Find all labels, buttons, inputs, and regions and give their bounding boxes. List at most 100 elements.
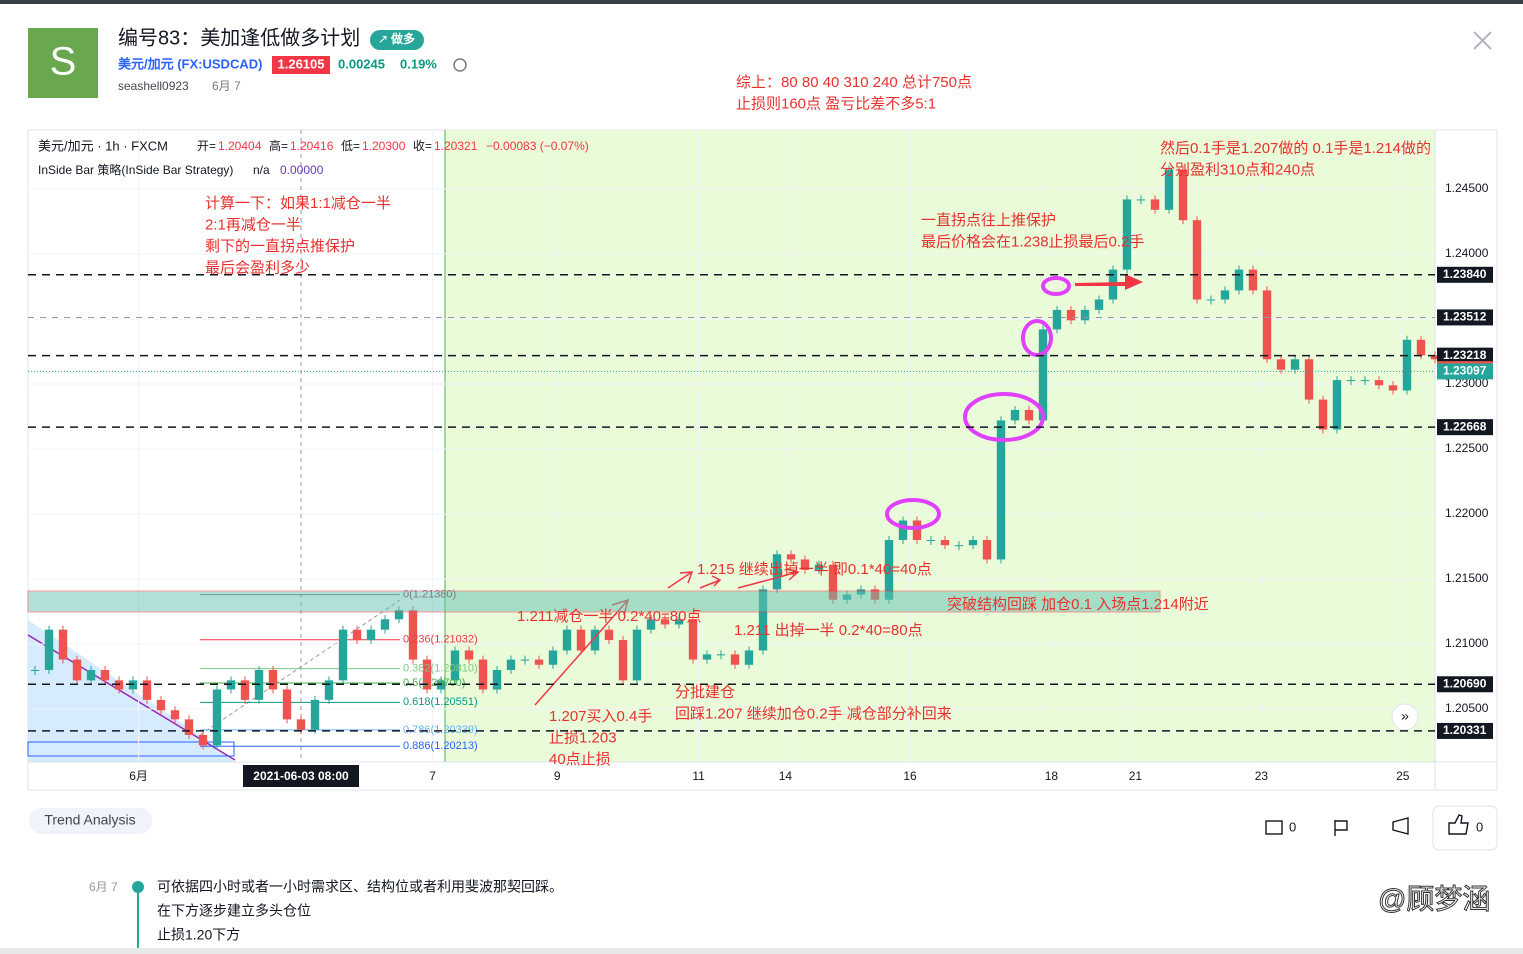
annotation: 突破结构回踩 加仓0.1 入场点1.214附近 — [947, 596, 1209, 613]
candle — [548, 650, 558, 665]
candle — [58, 629, 68, 660]
y-tick-label: 1.24500 — [1445, 181, 1489, 195]
legend-key: 高= — [269, 138, 288, 153]
candle — [1094, 299, 1104, 310]
fib-trend — [199, 599, 401, 736]
candle — [954, 545, 964, 547]
legend: 美元/加元 · 1h · FXCM 开= 1.20404 高= 1.20416 … — [38, 138, 589, 177]
price-level-label: 1.23512 — [1443, 310, 1487, 324]
crosshair-label: 2021-06-03 08:00 — [253, 769, 349, 783]
bottom-strip — [0, 948, 1523, 954]
candle — [520, 659, 530, 661]
candle — [1248, 269, 1258, 291]
symbol-link[interactable]: 美元/加元 (FX:USDCAD) — [118, 56, 262, 71]
annotation: 止损则160点 盈亏比差不多5:1 — [736, 95, 936, 112]
annotation: 2:1再减仓一半 — [205, 216, 301, 233]
candle — [1262, 290, 1272, 360]
timeline-date: 6月 7 — [89, 880, 118, 894]
candle — [800, 559, 810, 570]
candle — [1136, 199, 1146, 201]
candle — [310, 699, 320, 730]
candle — [100, 669, 110, 681]
highlight-ellipse — [885, 498, 941, 530]
scroll-button[interactable] — [1391, 703, 1419, 731]
like-button[interactable] — [1432, 805, 1498, 851]
author[interactable]: seashell0923 — [118, 79, 189, 93]
candle — [730, 654, 740, 665]
fib-label: 0.5(1.20700) — [403, 677, 465, 689]
avatar-letter: S — [50, 40, 77, 84]
candle — [1164, 169, 1174, 210]
candle — [1178, 169, 1188, 221]
y-tick-label: 1.24000 — [1445, 246, 1489, 260]
candle — [898, 520, 908, 540]
price: 1.26105 — [278, 56, 325, 71]
strategy-value: 0.00000 — [280, 163, 324, 177]
candle — [352, 629, 362, 641]
comment-icon[interactable] — [1265, 820, 1283, 835]
price-level-box — [1437, 722, 1493, 739]
candle — [1346, 380, 1356, 382]
crosshair-box — [243, 765, 359, 787]
legend-key: 收= — [413, 139, 432, 153]
y-tick-label: 1.21000 — [1445, 636, 1489, 650]
timeline-text: 可依据四小时或者一小时需求区、结构位或者利用斐波那契回踩。 — [157, 879, 563, 895]
annotation: 一直拐点往上推保护 — [921, 212, 1056, 229]
fib-label: 0.886(1.20213) — [403, 740, 478, 752]
legend-value: 1.20416 — [290, 139, 334, 153]
timeline-dot — [132, 881, 144, 893]
price-level-label: 1.20331 — [1443, 723, 1487, 737]
tag[interactable] — [29, 808, 152, 834]
candle — [408, 610, 418, 660]
candles — [30, 165, 1440, 750]
price-level-label: 1.22668 — [1443, 419, 1487, 433]
candle — [1276, 359, 1286, 370]
candle — [324, 680, 334, 700]
annotation: 分别盈利310点和240点 — [1160, 161, 1315, 178]
candle — [590, 629, 600, 651]
candle — [198, 734, 208, 746]
x-tick-label: 11 — [692, 769, 705, 783]
candle — [268, 669, 278, 690]
annotation: 剩下的一直拐点推保护 — [205, 238, 355, 255]
demand-zone — [28, 620, 235, 762]
candle — [1150, 199, 1160, 210]
candle — [72, 659, 82, 681]
candle — [926, 539, 936, 541]
candle — [604, 629, 614, 641]
candle — [940, 539, 950, 546]
candle — [1234, 269, 1244, 291]
candle — [492, 669, 502, 690]
breakout-zone — [27, 590, 1161, 613]
x-tick-label: 23 — [1255, 769, 1269, 783]
like-icon — [1448, 814, 1469, 835]
candle — [758, 589, 768, 651]
flag-icon[interactable] — [1334, 820, 1348, 836]
y-tick-label: 1.23000 — [1445, 376, 1489, 390]
price-level-box — [1437, 309, 1493, 326]
candle — [996, 420, 1006, 560]
candle — [184, 719, 194, 735]
candle — [1360, 380, 1370, 382]
candle — [1024, 409, 1034, 421]
share-icon[interactable] — [1392, 817, 1409, 835]
avatar[interactable] — [28, 28, 98, 98]
annotation: 1.211 出掉一半 0.2*40=80点 — [734, 622, 923, 639]
close-button[interactable] — [1473, 31, 1492, 50]
candle — [142, 680, 152, 700]
annotation: 1.211减仓一半 0.2*40=80点 — [517, 608, 701, 625]
annotation: 回踩1.207 继续加仓0.2手 减仓部分补回来 — [675, 705, 952, 722]
alert-icon[interactable] — [453, 58, 467, 72]
candle — [1318, 399, 1328, 430]
x-tick-label: 16 — [903, 769, 917, 783]
candle — [562, 629, 572, 651]
grid — [28, 130, 1435, 762]
candle — [982, 539, 992, 560]
candle — [814, 564, 824, 570]
candle — [744, 650, 754, 665]
x-tick-label: 6月 — [129, 769, 148, 783]
legend-key: 开= — [197, 139, 216, 153]
annotation: 最后价格会在1.238止损最后0.2手 — [921, 233, 1144, 250]
price-level-box — [1437, 419, 1493, 436]
candle — [632, 629, 642, 681]
